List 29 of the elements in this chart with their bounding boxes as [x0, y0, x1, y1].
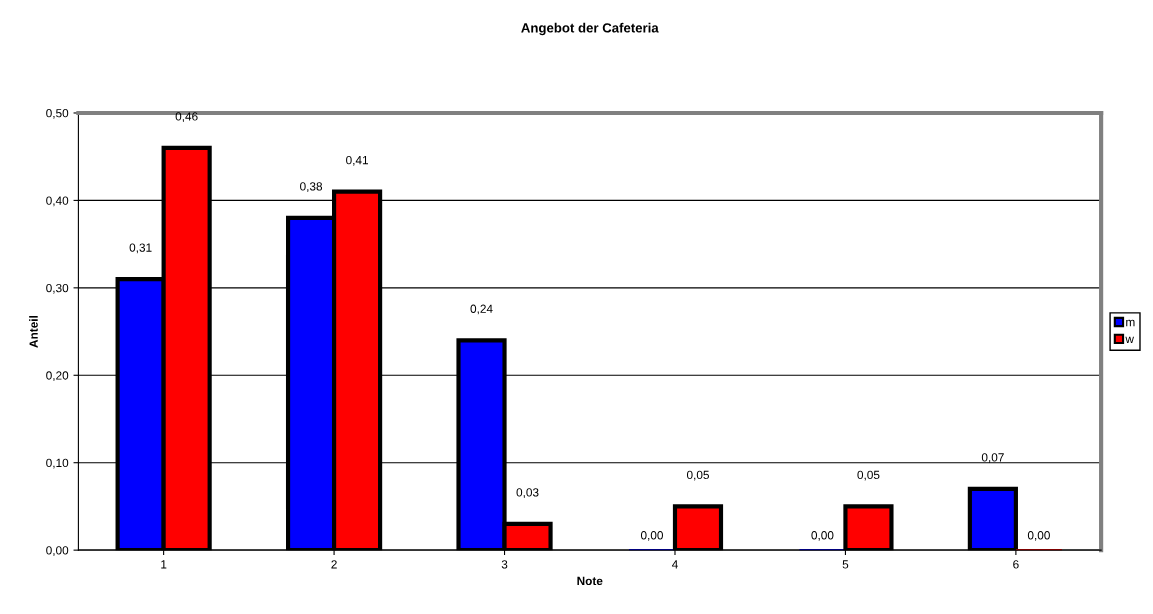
- y-tick-label: 0,40: [46, 196, 69, 207]
- legend-label: w: [1125, 336, 1134, 344]
- data-label: 0,38: [300, 182, 323, 192]
- x-tick-label: 3: [501, 560, 508, 569]
- x-tick-label: 5: [842, 560, 849, 569]
- chart-title: Angebot der Cafeteria: [521, 22, 659, 36]
- x-tick-label: 4: [671, 560, 678, 569]
- y-tick-label: 0,20: [46, 371, 69, 382]
- legend-label: m: [1126, 319, 1135, 327]
- x-axis-title: Note: [577, 576, 603, 586]
- x-tick-label: 6: [1013, 560, 1019, 569]
- data-label: 0,46: [175, 112, 198, 123]
- y-tick-label: 0,30: [46, 283, 69, 294]
- data-label: 0,07: [981, 453, 1004, 463]
- data-label: 0,24: [470, 304, 493, 315]
- y-tick-label: 0,50: [46, 109, 69, 119]
- data-label: 0,00: [811, 531, 834, 541]
- data-label: 0,05: [857, 470, 880, 481]
- data-label: 0,31: [129, 243, 152, 254]
- data-label: 0,41: [346, 155, 369, 166]
- y-axis-title: Anteil: [29, 316, 38, 348]
- y-tick-label: 0,10: [46, 458, 69, 469]
- y-tick-label: 0,00: [46, 546, 69, 556]
- data-label: 0,05: [686, 470, 709, 481]
- data-label: 0,00: [1027, 531, 1050, 541]
- x-tick-label: 2: [331, 560, 337, 569]
- data-label: 0,00: [640, 531, 663, 541]
- x-tick-label: 1: [161, 560, 167, 569]
- data-label: 0,03: [516, 488, 539, 498]
